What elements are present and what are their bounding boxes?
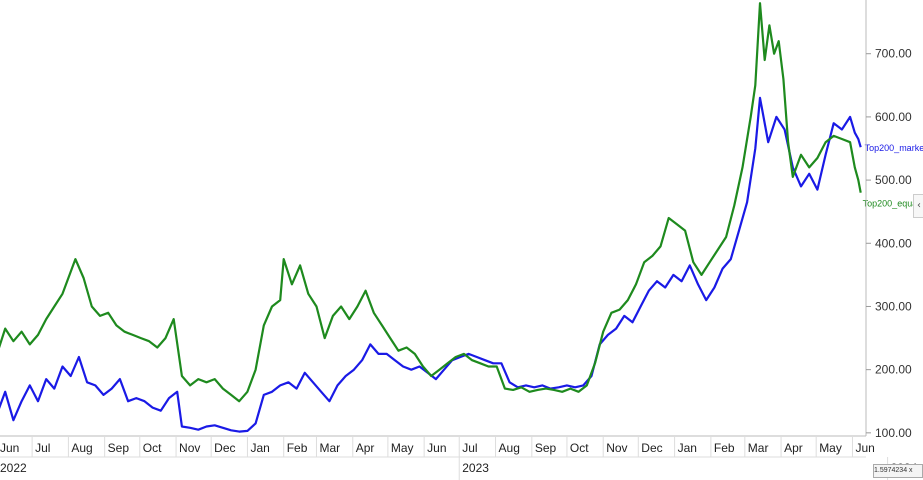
series-lines bbox=[0, 2, 862, 433]
year-label: 2023 bbox=[462, 461, 489, 475]
x-tick-label: Feb bbox=[714, 441, 735, 455]
x-tick-label: Oct bbox=[143, 441, 162, 455]
y-tick-label: 200.00 bbox=[875, 363, 912, 377]
x-tick-label: Jun bbox=[855, 441, 874, 455]
x-tick-label: Jul bbox=[35, 441, 50, 455]
x-tick-label: Jan bbox=[250, 441, 269, 455]
x-tick-label: Sep bbox=[535, 441, 557, 455]
y-tick-label: 400.00 bbox=[875, 236, 912, 250]
y-axis: 100.00 200.00 300.00 400.00 500.00 600.00 700.… bbox=[865, 0, 912, 440]
x-tick-label: Jul bbox=[462, 441, 477, 455]
scale-readout-box[interactable]: 1.5974234 x bbox=[873, 464, 923, 478]
y-tick-label: 300.00 bbox=[875, 299, 912, 313]
series-end-labels: Top200_marketcap_rebalanced_qu Top200_equ… bbox=[863, 143, 923, 208]
x-tick-label: May bbox=[391, 441, 414, 455]
x-tick-label: May bbox=[819, 441, 842, 455]
collapse-panel-button[interactable]: ‹ bbox=[913, 194, 923, 218]
x-tick-label: Mar bbox=[319, 441, 340, 455]
x-tick-label: Aug bbox=[499, 441, 520, 455]
x-tick-label: Sep bbox=[108, 441, 130, 455]
year-label: 2022 bbox=[0, 461, 27, 475]
series-line-1 bbox=[0, 96, 862, 433]
series-line-2 bbox=[0, 2, 862, 403]
y-tick-label: 700.00 bbox=[875, 47, 912, 61]
x-axis: Jun Jul Aug Sep Oct Nov Dec Jan Feb Mar Apr May Jun J… bbox=[0, 435, 918, 480]
x-tick-label: Oct bbox=[570, 441, 589, 455]
x-tick-label: Dec bbox=[214, 441, 235, 455]
y-tick-label: 500.00 bbox=[875, 173, 912, 187]
x-tick-label: Apr bbox=[784, 441, 803, 455]
x-tick-label: Nov bbox=[606, 441, 627, 455]
x-tick-label: Feb bbox=[287, 441, 308, 455]
x-tick-label: Aug bbox=[71, 441, 92, 455]
x-tick-label: Jan bbox=[678, 441, 697, 455]
x-tick-label: Apr bbox=[356, 441, 375, 455]
series-label-1: Top200_marketcap_rebalanced_qu bbox=[865, 143, 923, 153]
x-tick-label: Nov bbox=[179, 441, 200, 455]
x-tick-label: Dec bbox=[641, 441, 662, 455]
y-tick-label: 100.00 bbox=[875, 426, 912, 440]
x-tick-label: Jun bbox=[0, 441, 19, 455]
x-tick-label: Jun bbox=[427, 441, 446, 455]
x-tick-label: Mar bbox=[748, 441, 769, 455]
series-label-2: Top200_equal_weight_rebalanced_ bbox=[863, 199, 923, 209]
y-tick-label: 600.00 bbox=[875, 110, 912, 124]
